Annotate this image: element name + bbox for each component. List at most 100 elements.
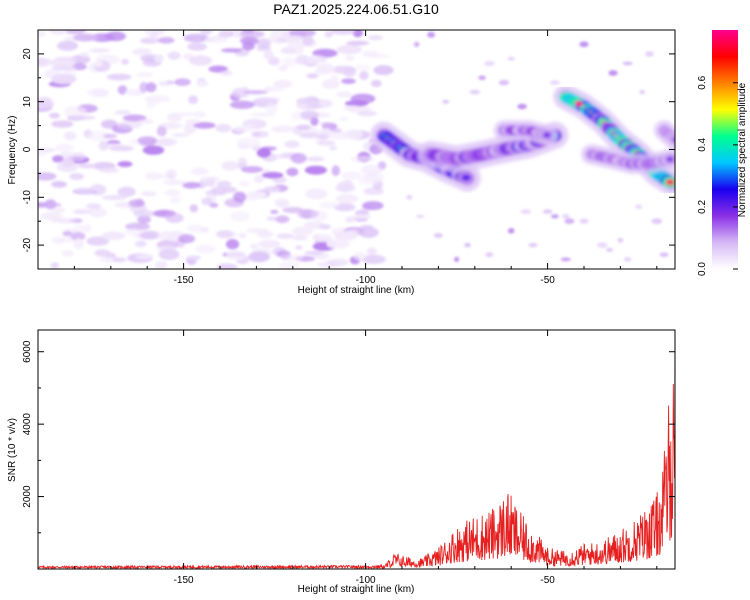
noise-blob bbox=[351, 214, 373, 220]
y-tick-label: -10 bbox=[22, 190, 33, 205]
noise-blob bbox=[139, 81, 149, 93]
noise-blob bbox=[190, 167, 209, 176]
noise-blob bbox=[154, 54, 164, 63]
noise-blob bbox=[165, 213, 184, 223]
spectrogram-speck bbox=[608, 70, 618, 76]
noise-blob bbox=[90, 33, 115, 42]
noise-blob bbox=[167, 51, 181, 60]
noise-blob bbox=[251, 130, 270, 138]
spectrogram-speck bbox=[639, 89, 645, 95]
noise-blob bbox=[266, 216, 278, 222]
spectrogram-speck bbox=[454, 256, 460, 262]
spectrogram-speck bbox=[498, 79, 510, 86]
noise-blob bbox=[282, 57, 297, 68]
noise-blob bbox=[256, 38, 271, 49]
noise-blob bbox=[285, 35, 305, 42]
noise-blob bbox=[73, 187, 98, 194]
noise-blob bbox=[302, 34, 314, 46]
noise-blob bbox=[264, 86, 274, 92]
noise-blob bbox=[231, 87, 247, 99]
noise-blob bbox=[108, 145, 135, 152]
noise-blob bbox=[270, 209, 279, 214]
noise-blob bbox=[287, 41, 307, 50]
noise-blob bbox=[139, 230, 161, 240]
colorbar-tick-label: 0.6 bbox=[697, 75, 708, 89]
noise-blob bbox=[273, 80, 293, 89]
spectrogram-speck bbox=[517, 103, 527, 110]
y-tick-label: 10 bbox=[22, 96, 33, 108]
spectrogram-speck bbox=[549, 80, 561, 85]
spectrogram-speck bbox=[528, 243, 538, 248]
colorbar-label: Normalized spectral amplitude bbox=[737, 82, 748, 217]
spectrogram-speck bbox=[579, 41, 589, 48]
noise-blob bbox=[216, 180, 232, 188]
noise-blob bbox=[103, 133, 117, 139]
noise-blob bbox=[51, 65, 76, 71]
spectrogram-speck bbox=[406, 194, 413, 200]
noise-blob bbox=[284, 140, 300, 149]
noise-blob bbox=[319, 201, 339, 209]
noise-blob bbox=[237, 157, 248, 168]
spectrogram-speck bbox=[520, 209, 532, 215]
spectrogram-speck bbox=[617, 237, 624, 243]
noise-blob bbox=[326, 239, 350, 249]
spectrogram-speck bbox=[542, 209, 553, 214]
noise-blob bbox=[291, 226, 313, 236]
noise-blob bbox=[86, 130, 111, 141]
y-tick-label: 2000 bbox=[22, 485, 33, 508]
noise-blob bbox=[135, 240, 147, 248]
colorbar-tick-label: 0.2 bbox=[697, 200, 708, 214]
noise-blob bbox=[344, 100, 369, 107]
noise-blob bbox=[117, 85, 128, 95]
noise-blob bbox=[320, 122, 332, 127]
noise-blob bbox=[116, 121, 143, 129]
noise-blob bbox=[368, 53, 391, 59]
noise-blob bbox=[237, 137, 261, 148]
spectrogram-speck bbox=[485, 252, 494, 258]
noise-blob bbox=[362, 201, 384, 211]
noise-blob bbox=[265, 102, 279, 114]
noise-blob bbox=[341, 78, 356, 84]
noise-blob bbox=[304, 165, 327, 175]
signal-blob-core bbox=[543, 132, 551, 138]
signal-blob-core bbox=[671, 137, 675, 143]
noise-blob bbox=[290, 30, 316, 37]
noise-blob bbox=[38, 147, 56, 153]
noise-blob bbox=[171, 133, 190, 138]
snr-y-axis-label: SNR (10 * v/v) bbox=[7, 418, 18, 482]
noise-blob bbox=[317, 63, 335, 74]
noise-blob bbox=[238, 232, 247, 239]
noise-blob bbox=[124, 88, 145, 96]
signal-peak bbox=[574, 100, 583, 107]
noise-blob bbox=[215, 123, 232, 133]
noise-blob bbox=[51, 120, 74, 128]
noise-blob bbox=[69, 55, 91, 64]
noise-blob bbox=[122, 114, 147, 122]
noise-blob bbox=[338, 116, 349, 122]
noise-blob bbox=[117, 186, 136, 197]
noise-blob bbox=[201, 197, 213, 206]
noise-blob bbox=[336, 91, 352, 98]
noise-blob bbox=[61, 249, 74, 257]
noise-blob bbox=[86, 88, 107, 97]
colorbar bbox=[712, 30, 738, 269]
noise-blob bbox=[280, 47, 304, 55]
noise-blob bbox=[77, 163, 98, 169]
noise-blob bbox=[155, 138, 178, 147]
noise-blob bbox=[330, 128, 342, 133]
noise-blob bbox=[270, 125, 295, 133]
noise-blob bbox=[304, 250, 324, 256]
noise-blob bbox=[373, 65, 394, 76]
noise-blob bbox=[53, 207, 66, 213]
noise-blob bbox=[137, 215, 151, 224]
noise-blob bbox=[187, 42, 207, 51]
noise-blob bbox=[145, 82, 157, 93]
spectrogram-speck bbox=[464, 242, 471, 248]
noise-blob bbox=[256, 230, 274, 238]
snr-x-axis-label: Height of straight line (km) bbox=[298, 584, 415, 595]
noise-blob bbox=[258, 239, 281, 249]
noise-blob bbox=[262, 171, 284, 179]
y-tick-label: 4000 bbox=[22, 413, 33, 436]
y-tick-label: -20 bbox=[22, 237, 33, 252]
noise-blob bbox=[346, 40, 370, 46]
